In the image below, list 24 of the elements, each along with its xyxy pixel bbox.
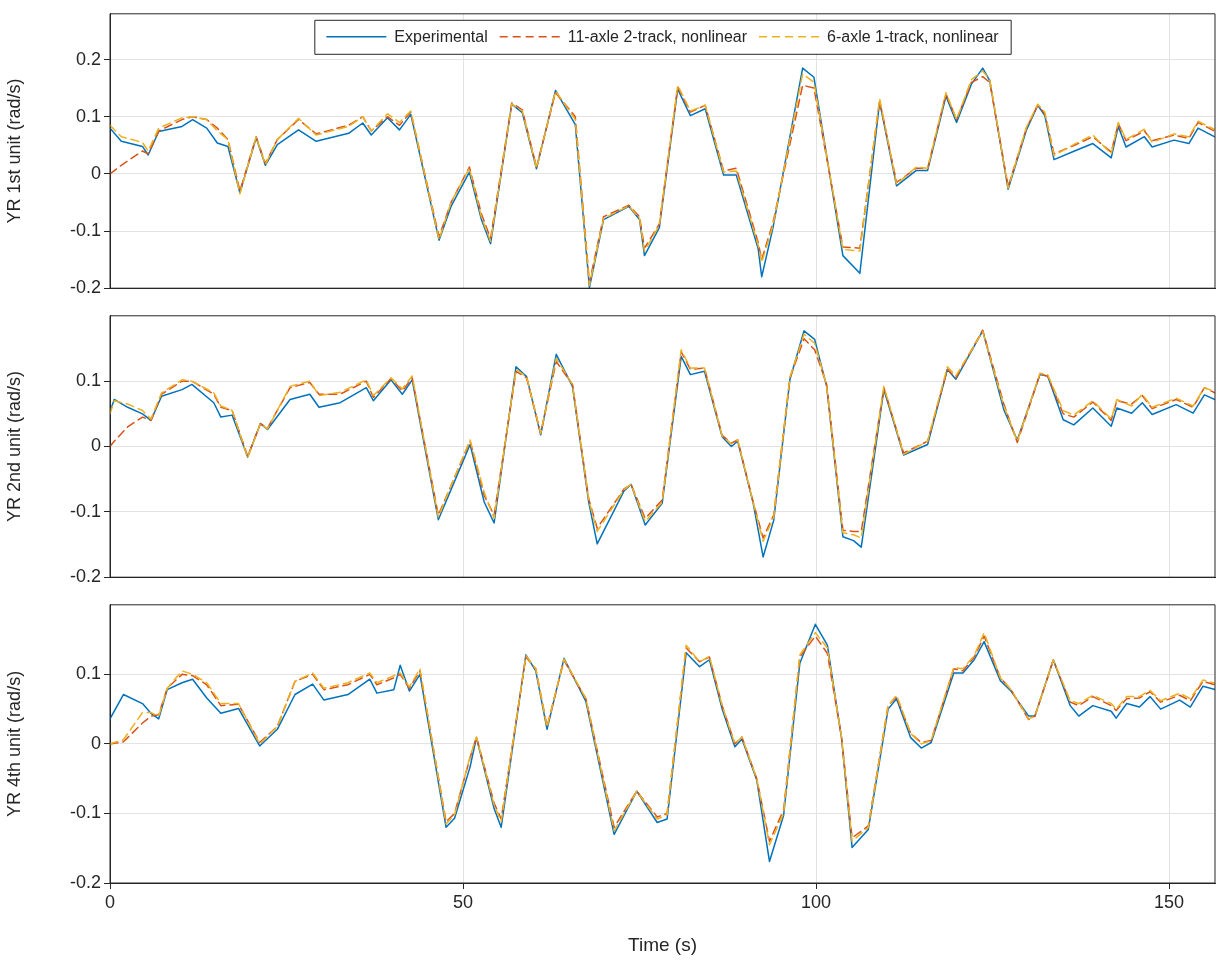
y-tick-label: -0.1 [69, 220, 101, 240]
y-tick-label: 0.2 [75, 48, 101, 69]
legend-label: 6-axle 1-track, nonlinear [827, 28, 1000, 46]
y-axis-title: YR 1st unit (rad/s) [3, 78, 24, 224]
y-tick-label: 0.1 [75, 105, 101, 126]
y-axis-title: YR 4th unit (rad/s) [3, 670, 24, 817]
legend-label: 11-axle 2-track, nonlinear [567, 28, 748, 46]
y-tick-label: -0.2 [69, 566, 101, 587]
y-tick-label: 0.1 [75, 663, 101, 684]
x-tick-label: 0 [104, 891, 116, 912]
y-tick-label: 0 [90, 162, 101, 183]
y-tick-label: -0.1 [69, 802, 101, 823]
x-axis-title: Time (s) [628, 933, 697, 955]
legend-label: Experimental [394, 28, 488, 46]
y-tick-label: -0.1 [69, 500, 101, 521]
y-tick-label: -0.2 [69, 277, 101, 298]
y-axis-title: YR 2nd unit (rad/s) [3, 370, 24, 523]
y-tick-label: 0.1 [75, 370, 101, 391]
x-tick-label: 50 [453, 891, 474, 912]
y-tick-label: 0 [90, 435, 101, 456]
y-tick-label: 0 [90, 732, 101, 753]
x-tick-label: 100 [801, 891, 832, 912]
y-tick-label: -0.2 [69, 871, 101, 892]
x-tick-label: 150 [1154, 891, 1185, 912]
